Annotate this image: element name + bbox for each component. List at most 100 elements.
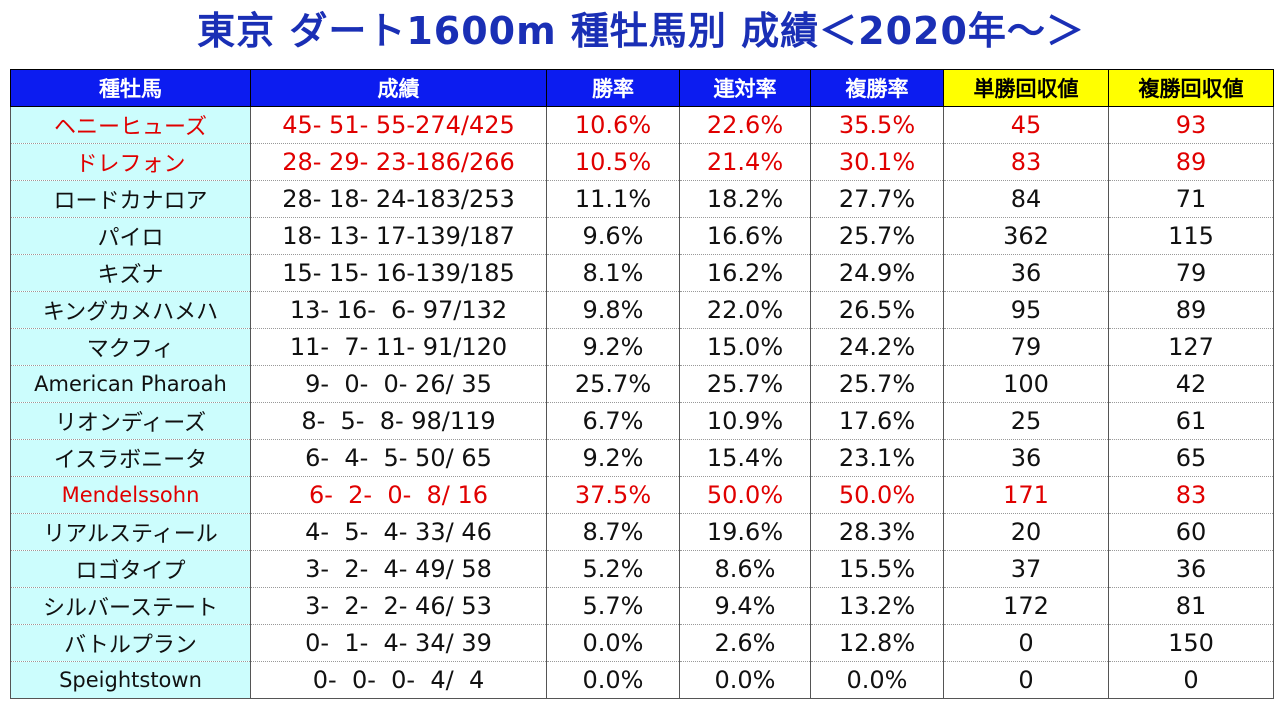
win-rate-cell: 10.6% xyxy=(546,106,680,144)
place-rate-cell: 28.3% xyxy=(810,513,944,551)
record-cell: 8- 5- 8- 98/119 xyxy=(250,402,547,440)
win-return-cell: 83 xyxy=(943,143,1109,181)
sire-name-cell: キングカメハメハ xyxy=(10,291,251,329)
win-return-cell: 20 xyxy=(943,513,1109,551)
quinella-rate-cell: 15.0% xyxy=(679,328,811,366)
place-return-cell: 60 xyxy=(1108,513,1274,551)
quinella-rate-cell: 8.6% xyxy=(679,550,811,588)
win-rate-cell: 5.2% xyxy=(546,550,680,588)
table-row: キングカメハメハ 13- 16- 6- 97/132 9.8% 22.0% 26.5% 9… xyxy=(10,291,1274,329)
header-win-rate: 勝率 xyxy=(546,69,680,107)
sire-name-cell: Speightstown xyxy=(10,661,251,699)
table-row: パイロ 18- 13- 17-139/187 9.6% 16.6% 25.7% 362 11… xyxy=(10,217,1274,255)
place-rate-cell: 24.9% xyxy=(810,254,944,292)
table-row: バトルプラン 0- 1- 4- 34/ 39 0.0% 2.6% 12.8% 0 150 xyxy=(10,624,1274,662)
win-rate-cell: 10.5% xyxy=(546,143,680,181)
place-return-cell: 81 xyxy=(1108,587,1274,625)
table-row: リアルスティール 4- 5- 4- 33/ 46 8.7% 19.6% 28.3% 20 6… xyxy=(10,513,1274,551)
quinella-rate-cell: 16.2% xyxy=(679,254,811,292)
place-rate-cell: 17.6% xyxy=(810,402,944,440)
win-return-cell: 0 xyxy=(943,624,1109,662)
sire-name-cell: ロードカナロア xyxy=(10,180,251,218)
record-cell: 9- 0- 0- 26/ 35 xyxy=(250,365,547,403)
win-return-cell: 100 xyxy=(943,365,1109,403)
sire-name-cell: パイロ xyxy=(10,217,251,255)
sire-name-cell: リオンディーズ xyxy=(10,402,251,440)
table-row: ロゴタイプ 3- 2- 4- 49/ 58 5.2% 8.6% 15.5% 37 36 xyxy=(10,550,1274,588)
win-return-cell: 79 xyxy=(943,328,1109,366)
quinella-rate-cell: 2.6% xyxy=(679,624,811,662)
place-rate-cell: 13.2% xyxy=(810,587,944,625)
quinella-rate-cell: 10.9% xyxy=(679,402,811,440)
record-cell: 4- 5- 4- 33/ 46 xyxy=(250,513,547,551)
sire-name-cell: ヘニーヒューズ xyxy=(10,106,251,144)
sire-name-cell: マクフィ xyxy=(10,328,251,366)
place-return-cell: 65 xyxy=(1108,439,1274,477)
record-cell: 11- 7- 11- 91/120 xyxy=(250,328,547,366)
place-return-cell: 150 xyxy=(1108,624,1274,662)
win-return-cell: 36 xyxy=(943,439,1109,477)
table-row: Speightstown 0- 0- 0- 4/ 4 0.0% 0.0% 0.0% 0 0 xyxy=(10,661,1274,699)
quinella-rate-cell: 16.6% xyxy=(679,217,811,255)
place-rate-cell: 0.0% xyxy=(810,661,944,699)
sire-results-table: 種牡馬 成績 勝率 連対率 複勝率 単勝回収値 複勝回収値 ヘニーヒューズ 45-… xyxy=(10,69,1274,699)
place-rate-cell: 27.7% xyxy=(810,180,944,218)
place-return-cell: 0 xyxy=(1108,661,1274,699)
quinella-rate-cell: 25.7% xyxy=(679,365,811,403)
sire-name-cell: Mendelssohn xyxy=(10,476,251,514)
place-rate-cell: 26.5% xyxy=(810,291,944,329)
win-return-cell: 45 xyxy=(943,106,1109,144)
win-rate-cell: 9.8% xyxy=(546,291,680,329)
place-rate-cell: 12.8% xyxy=(810,624,944,662)
sire-name-cell: シルバーステート xyxy=(10,587,251,625)
win-return-cell: 25 xyxy=(943,402,1109,440)
place-return-cell: 89 xyxy=(1108,291,1274,329)
header-row: 種牡馬 成績 勝率 連対率 複勝率 単勝回収値 複勝回収値 xyxy=(10,69,1274,107)
win-rate-cell: 8.1% xyxy=(546,254,680,292)
sire-name-cell: リアルスティール xyxy=(10,513,251,551)
place-return-cell: 71 xyxy=(1108,180,1274,218)
win-return-cell: 171 xyxy=(943,476,1109,514)
place-rate-cell: 30.1% xyxy=(810,143,944,181)
record-cell: 28- 29- 23-186/266 xyxy=(250,143,547,181)
win-rate-cell: 11.1% xyxy=(546,180,680,218)
place-rate-cell: 15.5% xyxy=(810,550,944,588)
table-row: リオンディーズ 8- 5- 8- 98/119 6.7% 10.9% 17.6% 25 61 xyxy=(10,402,1274,440)
quinella-rate-cell: 50.0% xyxy=(679,476,811,514)
quinella-rate-cell: 21.4% xyxy=(679,143,811,181)
sire-name-cell: ロゴタイプ xyxy=(10,550,251,588)
place-rate-cell: 35.5% xyxy=(810,106,944,144)
table-row: ドレフォン 28- 29- 23-186/266 10.5% 21.4% 30.1% 83… xyxy=(10,143,1274,181)
place-return-cell: 127 xyxy=(1108,328,1274,366)
place-rate-cell: 50.0% xyxy=(810,476,944,514)
quinella-rate-cell: 18.2% xyxy=(679,180,811,218)
win-rate-cell: 9.2% xyxy=(546,439,680,477)
quinella-rate-cell: 9.4% xyxy=(679,587,811,625)
quinella-rate-cell: 15.4% xyxy=(679,439,811,477)
place-rate-cell: 25.7% xyxy=(810,217,944,255)
sire-name-cell: ドレフォン xyxy=(10,143,251,181)
record-cell: 3- 2- 2- 46/ 53 xyxy=(250,587,547,625)
win-return-cell: 172 xyxy=(943,587,1109,625)
place-return-cell: 61 xyxy=(1108,402,1274,440)
record-cell: 18- 13- 17-139/187 xyxy=(250,217,547,255)
sire-name-cell: バトルプラン xyxy=(10,624,251,662)
header-sire: 種牡馬 xyxy=(10,69,251,107)
place-rate-cell: 24.2% xyxy=(810,328,944,366)
win-return-cell: 36 xyxy=(943,254,1109,292)
win-return-cell: 37 xyxy=(943,550,1109,588)
quinella-rate-cell: 22.0% xyxy=(679,291,811,329)
record-cell: 15- 15- 16-139/185 xyxy=(250,254,547,292)
table-row: American Pharoah 9- 0- 0- 26/ 35 25.7% 25.7… xyxy=(10,365,1274,403)
table-row: ヘニーヒューズ 45- 51- 55-274/425 10.6% 22.6% 35.5%… xyxy=(10,106,1274,144)
record-cell: 13- 16- 6- 97/132 xyxy=(250,291,547,329)
place-return-cell: 42 xyxy=(1108,365,1274,403)
table-row: ロードカナロア 28- 18- 24-183/253 11.1% 18.2% 27.7%… xyxy=(10,180,1274,218)
win-rate-cell: 8.7% xyxy=(546,513,680,551)
record-cell: 3- 2- 4- 49/ 58 xyxy=(250,550,547,588)
win-rate-cell: 9.6% xyxy=(546,217,680,255)
record-cell: 0- 1- 4- 34/ 39 xyxy=(250,624,547,662)
win-rate-cell: 0.0% xyxy=(546,624,680,662)
record-cell: 6- 2- 0- 8/ 16 xyxy=(250,476,547,514)
place-return-cell: 115 xyxy=(1108,217,1274,255)
